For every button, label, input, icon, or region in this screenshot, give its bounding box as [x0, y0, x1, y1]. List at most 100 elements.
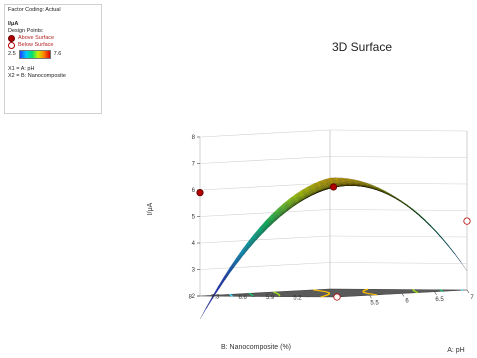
surface-cell: [311, 189, 324, 196]
surface-cell: [255, 226, 269, 241]
x-tick-mark: [401, 293, 405, 297]
surface-cell: [287, 202, 300, 212]
surface-cell: [401, 201, 414, 210]
x-tick-mark: [466, 289, 470, 294]
y-tick-label: 8: [189, 295, 193, 301]
grid-line: [199, 182, 331, 191]
color-gradient: [18, 50, 51, 59]
surface-cell: [242, 239, 256, 255]
x1-label: X1 = A: pH: [8, 66, 35, 72]
surface-cell: [430, 225, 443, 240]
below-surface-marker-icon: [8, 42, 15, 49]
color-bar-max: 7.6: [53, 51, 62, 57]
grid-line: [199, 262, 331, 270]
surface-cell: [268, 215, 281, 228]
surface-cell: [306, 182, 319, 188]
below-surface-point: [333, 293, 341, 301]
axis-ticks: 2 3 4 5 6 7 8 5.5 6 6.5 7 5.2 5.9 6.6 7.3 8: [189, 135, 475, 306]
grid-line: [199, 156, 331, 164]
surface-cell: [356, 184, 370, 187]
z-tick-label: 3: [192, 268, 196, 274]
surface-cell: [350, 183, 364, 186]
chart-title: 3D Surface: [332, 40, 392, 54]
surface-cell: [242, 238, 255, 254]
surface-cell: [373, 186, 387, 192]
surface-cell: [318, 178, 331, 182]
z-tick-label: 4: [192, 241, 196, 247]
surface-cell: [377, 189, 391, 195]
x2-label: X2 = B: Nanocomposite: [8, 73, 66, 79]
surface-cell: [298, 195, 311, 203]
grid-line: [329, 262, 468, 264]
design-points-label: Design Points:: [8, 28, 44, 34]
surface-cell: [199, 298, 213, 320]
surface-cell: [272, 208, 285, 219]
surface-cell: [407, 205, 420, 215]
surface-cell: [349, 181, 362, 184]
surface-cell: [367, 183, 380, 189]
surface-cell: [380, 188, 393, 196]
surface-cell: [350, 183, 363, 186]
surface-cell: [338, 182, 351, 184]
surface-cell: [324, 179, 337, 182]
surface-cell: [371, 188, 384, 193]
surface-cell: [253, 223, 266, 237]
surface-cell: [342, 184, 355, 186]
z-tick-label: 7: [192, 162, 196, 168]
surface-cell: [344, 183, 358, 185]
surface-cell: [230, 254, 244, 272]
y-tick-label: 5.9: [266, 295, 275, 301]
x-tick-mark: [369, 295, 372, 299]
x-tick-label: 7: [470, 295, 474, 301]
surface-cell: [349, 180, 362, 183]
surface-cell: [247, 230, 261, 245]
contour-line: [229, 289, 463, 297]
x-tick-label: 5.5: [370, 300, 379, 306]
surface-cell: [291, 197, 304, 206]
surface-cell: [254, 225, 268, 239]
legend-panel: Factor Coding: Actual I/μA Design Points…: [4, 4, 102, 114]
y-tick-label: 7.3: [211, 295, 220, 301]
surface-cell: [274, 210, 288, 222]
surface-cell: [268, 215, 281, 228]
z-tick-label: 2: [192, 294, 196, 300]
surface-cell: [388, 194, 401, 202]
surface-cell: [362, 184, 375, 188]
surface-cell: [348, 184, 361, 186]
above-surface-label: Above Surface: [18, 35, 55, 41]
z-tick-label: 5: [192, 215, 196, 221]
design-points: [196, 183, 471, 301]
grid-line: [199, 129, 331, 138]
grid-line: [329, 129, 468, 132]
grid-line: [199, 209, 331, 217]
surface-cell: [283, 198, 296, 208]
color-bar-min: 2.5: [8, 51, 16, 57]
surface-cell: [344, 183, 357, 185]
surface-cell: [343, 180, 356, 182]
surface-cell: [335, 185, 348, 188]
surface-cell: [307, 185, 320, 191]
surface-cell: [318, 187, 331, 193]
floor-polygon: [199, 288, 468, 298]
y-tick-label: 6.6: [238, 295, 247, 301]
surface-cell: [306, 183, 319, 189]
grid-line: [199, 235, 331, 244]
surface-cell: [212, 279, 225, 299]
axis-grid: [199, 129, 468, 297]
surface-cell: [255, 227, 269, 241]
x-tick-label: 6: [405, 299, 409, 305]
surface-cell: [424, 220, 437, 233]
surface-cell: [324, 178, 337, 181]
grid-line: [329, 209, 468, 211]
surface-cell: [302, 191, 316, 198]
surface-cell: [247, 228, 260, 243]
surface-cell: [354, 185, 367, 187]
surface-cell: [260, 219, 273, 232]
above-surface-point: [196, 189, 204, 197]
above-surface-entry: Above Surface: [8, 35, 98, 42]
surface-cell: [302, 190, 315, 197]
floor-plane: [199, 288, 468, 298]
surface-cell: [253, 222, 266, 236]
surface-cell: [279, 205, 292, 216]
